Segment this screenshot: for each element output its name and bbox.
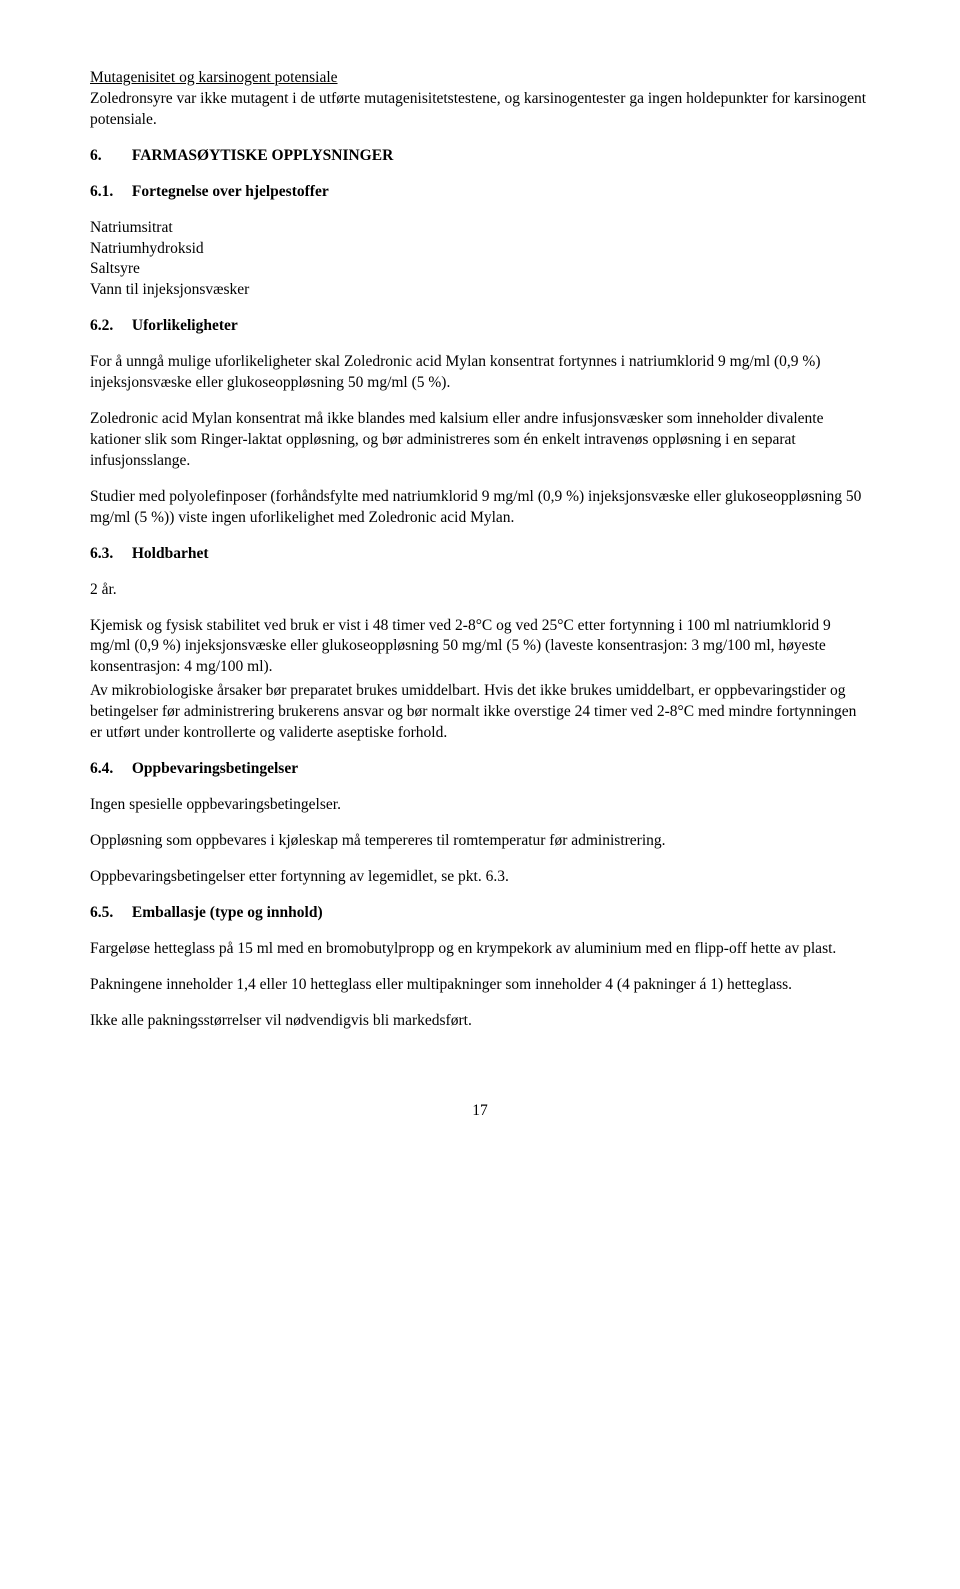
section-6-5-p3: Ikke alle pakningsstørrelser vil nødvend… xyxy=(90,1011,870,1032)
section-6-5-p1: Fargeløse hetteglass på 15 ml med en bro… xyxy=(90,939,870,960)
excipient-list: Natriumsitrat Natriumhydroksid Saltsyre … xyxy=(90,218,870,302)
section-6-title: 6. FARMASØYTISKE OPPLYSNINGER xyxy=(90,146,870,167)
section-6-3-title: 6.3. Holdbarhet xyxy=(90,544,870,565)
excipient-item: Saltsyre xyxy=(90,259,870,280)
section-6-5-title: 6.5. Emballasje (type og innhold) xyxy=(90,903,870,924)
excipient-item: Vann til injeksjonsvæsker xyxy=(90,280,870,301)
section-6-3-num: 6.3. xyxy=(90,544,128,565)
section-6-4-text: Oppbevaringsbetingelser xyxy=(132,760,298,777)
section-6-5-num: 6.5. xyxy=(90,903,128,924)
section-6-4-p3: Oppbevaringsbetingelser etter fortynning… xyxy=(90,867,870,888)
section-6-4-num: 6.4. xyxy=(90,759,128,780)
section-6-3-p1b: Av mikrobiologiske årsaker bør preparate… xyxy=(90,681,870,744)
section-6-2-p3: Studier med polyolefinposer (forhåndsfyl… xyxy=(90,487,870,529)
excipient-item: Natriumhydroksid xyxy=(90,239,870,260)
mutagen-heading: Mutagenisitet og karsinogent potensiale xyxy=(90,68,870,89)
page-number: 17 xyxy=(90,1101,870,1122)
section-6-3-text: Holdbarhet xyxy=(132,545,209,562)
section-6-2-title: 6.2. Uforlikeligheter xyxy=(90,316,870,337)
section-6-2-p1: For å unngå mulige uforlikeligheter skal… xyxy=(90,352,870,394)
section-6-4-title: 6.4. Oppbevaringsbetingelser xyxy=(90,759,870,780)
section-6-3-p1a: Kjemisk og fysisk stabilitet ved bruk er… xyxy=(90,616,870,679)
section-6-1-num: 6.1. xyxy=(90,182,128,203)
excipient-item: Natriumsitrat xyxy=(90,218,870,239)
section-6-2-num: 6.2. xyxy=(90,316,128,337)
section-6-3-shelf: 2 år. xyxy=(90,580,870,601)
section-6-5-p2: Pakningene inneholder 1,4 eller 10 hette… xyxy=(90,975,870,996)
section-6-text: FARMASØYTISKE OPPLYSNINGER xyxy=(132,147,393,164)
section-6-num: 6. xyxy=(90,146,128,167)
section-6-5-text: Emballasje (type og innhold) xyxy=(132,904,323,921)
mutagen-body: Zoledronsyre var ikke mutagent i de utfø… xyxy=(90,89,870,131)
section-6-4-p2: Oppløsning som oppbevares i kjøleskap må… xyxy=(90,831,870,852)
section-6-2-p2: Zoledronic acid Mylan konsentrat må ikke… xyxy=(90,409,870,472)
section-6-4-p1: Ingen spesielle oppbevaringsbetingelser. xyxy=(90,795,870,816)
section-6-2-text: Uforlikeligheter xyxy=(132,317,238,334)
section-6-1-title: 6.1. Fortegnelse over hjelpestoffer xyxy=(90,182,870,203)
section-6-1-text: Fortegnelse over hjelpestoffer xyxy=(132,183,329,200)
